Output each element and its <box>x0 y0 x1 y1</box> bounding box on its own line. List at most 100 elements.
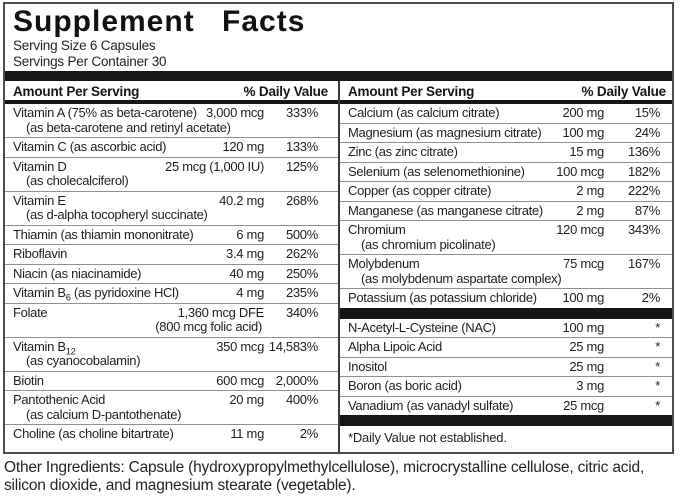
nutrient-daily-value: 333% <box>285 105 318 121</box>
table-row: Magnesium (as magnesium citrate) 100 mg 24… <box>340 124 672 144</box>
nutrient-name: Copper (as copper citrate) <box>348 183 492 199</box>
table-row: Vitamin D 25 mcg (1,000 IU) 125% (as cholec… <box>5 158 338 192</box>
nutrient-name: Niacin (as niacinamide) <box>13 265 142 281</box>
right-column-header: Amount Per Serving % Daily Value <box>340 81 672 105</box>
amount-per-serving-label: Amount Per Serving <box>348 84 475 100</box>
nutrient-daily-value: * <box>655 339 660 355</box>
daily-value-footnote: *Daily Value not established. <box>348 430 507 446</box>
nutrient-daily-value: * <box>655 397 660 413</box>
nutrient-daily-value: 268% <box>285 192 318 208</box>
right-rows-minerals: Calcium (as calcium citrate) 200 mg 15% Mag… <box>340 104 672 308</box>
label-title: Supplement Facts <box>13 5 306 38</box>
nutrient-amount: 100 mg <box>562 124 604 140</box>
nutrient-columns: Amount Per Serving % Daily Value Vitamin… <box>5 81 672 452</box>
nutrient-amount: 4 mg <box>236 285 264 301</box>
nutrient-amount: 350 mcg <box>216 338 264 354</box>
nutrient-name: Molybdenum <box>348 256 420 272</box>
nutrient-name: Choline (as choline bitartrate) <box>13 426 174 442</box>
nutrient-amount: 120 mcg <box>556 222 604 238</box>
nutrient-daily-value: 24% <box>634 124 660 140</box>
nutrient-name: Vitamin A (75% as beta-carotene) <box>13 105 197 121</box>
nutrient-name: Vitamin B6 (as pyridoxine HCl) <box>13 285 179 303</box>
section-divider-bar <box>340 415 672 427</box>
table-row: Chromium 120 mcg 343% (as chromium picolina… <box>340 221 672 256</box>
table-row: Choline (as choline bitartrate) 11 mg 2% <box>5 425 338 444</box>
table-row: Potassium (as potassium chloride) 100 mg 2… <box>340 289 672 308</box>
table-row: Manganese (as manganese citrate) 2 mg 87% <box>340 202 672 222</box>
nutrient-source: (as d-alpha tocopheryl succinate) <box>26 207 208 223</box>
nutrient-name: Vitamin E <box>13 192 66 208</box>
table-row: Vitamin A (75% as beta-carotene) 3,000 mc… <box>5 104 338 139</box>
right-rows-other-nutrients: N-Acetyl-L-Cysteine (NAC) 100 mg * Alpha Li… <box>340 319 672 416</box>
table-row: Riboflavin 3.4 mg 262% <box>5 245 338 265</box>
table-row: Biotin 600 mcg 2,000% <box>5 372 338 392</box>
nutrient-daily-value: * <box>655 378 660 394</box>
nutrient-name: Inositol <box>348 358 387 374</box>
nutrient-daily-value: 182% <box>627 163 660 179</box>
table-row: Inositol 25 mg * <box>340 358 672 378</box>
nutrient-source: (as cyanocobalamin) <box>26 353 141 369</box>
nutrient-daily-value: 340% <box>285 304 318 320</box>
table-row: Copper (as copper citrate) 2 mg 222% <box>340 182 672 202</box>
nutrient-amount: 100 mcg <box>556 163 604 179</box>
nutrient-name: Manganese (as manganese citrate) <box>348 202 543 218</box>
section-divider-bar <box>340 307 672 319</box>
nutrient-amount: 25 mcg <box>563 397 604 413</box>
nutrient-amount: 75 mcg <box>563 256 604 272</box>
servings-per-container: Servings Per Container 30 <box>13 54 167 70</box>
nutrient-amount: 20 mg <box>229 392 264 408</box>
nutrient-daily-value: 2,000% <box>275 372 319 388</box>
nutrient-daily-value: 262% <box>285 246 318 262</box>
nutrient-amount: 40.2 mg <box>219 192 264 208</box>
nutrient-amount: 100 mg <box>562 319 604 335</box>
nutrient-daily-value: 136% <box>627 144 660 160</box>
nutrient-name: Vitamin D <box>13 158 67 174</box>
nutrient-amount: 25 mg <box>569 358 604 374</box>
nutrient-amount: 15 mg <box>569 144 604 160</box>
nutrient-amount: 100 mg <box>562 290 604 306</box>
nutrient-name: Potassium (as potassium chloride) <box>348 290 537 306</box>
nutrient-amount-note: (800 mcg folic acid) <box>155 319 262 335</box>
header-divider-bar <box>5 71 672 82</box>
nutrient-source: (as chromium picolinate) <box>361 236 496 252</box>
nutrient-source: (as beta-carotene and retinyl acetate) <box>26 119 231 135</box>
nutrient-name: Magnesium (as magnesium citrate) <box>348 124 542 140</box>
nutrient-name: Thiamin (as thiamin mononitrate) <box>13 226 194 242</box>
table-row: Vitamin E 40.2 mg 268% (as d-alpha tocopher… <box>5 192 338 226</box>
nutrient-name: Zinc (as zinc citrate) <box>348 144 458 160</box>
nutrient-amount: 120 mg <box>222 139 264 155</box>
serving-size: Serving Size 6 Capsules <box>13 38 156 54</box>
nutrient-daily-value: 87% <box>634 202 660 218</box>
nutrient-amount: 25 mg <box>569 339 604 355</box>
nutrient-source: (as calcium D-pantothenate) <box>26 406 182 422</box>
table-row: Vanadium (as vanadyl sulfate) 25 mcg * <box>340 397 672 416</box>
table-row: Vitamin C (as ascorbic acid) 120 mg 133% <box>5 138 338 158</box>
other-ingredients-text: Other Ingredients: Capsule (hydroxypropy… <box>4 459 645 495</box>
left-column: Amount Per Serving % Daily Value Vitamin… <box>5 81 340 452</box>
table-row: Boron (as boric acid) 3 mg * <box>340 377 672 397</box>
nutrient-amount: 40 mg <box>229 265 264 281</box>
table-row: Molybdenum 75 mcg 167% (as molybdenum aspar… <box>340 255 672 290</box>
nutrient-source: (as molybdenum aspartate complex) <box>361 270 562 286</box>
label-header: Supplement Facts Serving Size 6 Capsules… <box>5 4 672 71</box>
nutrient-name: Vitamin C (as ascorbic acid) <box>13 139 167 155</box>
nutrient-name: Pantothenic Acid <box>13 392 106 408</box>
supplement-facts-label: Supplement Facts Serving Size 6 Capsules… <box>3 2 674 454</box>
nutrient-daily-value: 343% <box>627 222 660 238</box>
nutrient-daily-value: 235% <box>285 285 318 301</box>
nutrient-daily-value: * <box>655 358 660 374</box>
nutrient-daily-value: * <box>655 319 660 335</box>
nutrient-daily-value: 14,583% <box>268 338 319 354</box>
nutrient-name: Boron (as boric acid) <box>348 378 462 394</box>
nutrient-amount: 2 mg <box>576 202 604 218</box>
nutrient-source: (as cholecalciferol) <box>26 173 129 189</box>
left-rows: Vitamin A (75% as beta-carotene) 3,000 mc… <box>5 104 338 444</box>
right-column: Amount Per Serving % Daily Value Calcium… <box>340 81 672 452</box>
nutrient-name: Selenium (as selenomethionine) <box>348 163 525 179</box>
nutrient-name: Calcium (as calcium citrate) <box>348 105 500 121</box>
nutrient-amount: 3 mg <box>576 378 604 394</box>
nutrient-amount: 2 mg <box>576 183 604 199</box>
nutrient-amount: 3.4 mg <box>226 246 264 262</box>
nutrient-name: Chromium <box>348 222 406 238</box>
table-row: Thiamin (as thiamin mononitrate) 6 mg 500% <box>5 226 338 246</box>
